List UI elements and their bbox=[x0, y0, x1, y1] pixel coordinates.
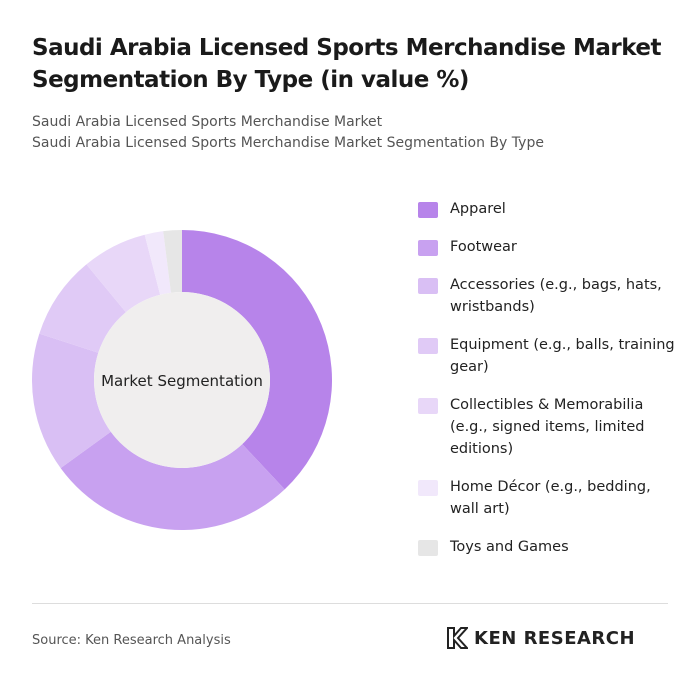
logo-text: KEN RESEARCH bbox=[474, 627, 636, 649]
logo: KEN RESEARCH bbox=[446, 626, 635, 650]
donut-segment bbox=[60, 431, 285, 530]
subtitle: Saudi Arabia Licensed Sports Merchandise… bbox=[32, 112, 544, 154]
source: Source: Ken Research Analysis bbox=[32, 633, 231, 648]
legend-label: Apparel bbox=[450, 201, 506, 217]
legend-swatch bbox=[418, 398, 438, 414]
donut-segment bbox=[86, 234, 161, 313]
donut-segment bbox=[182, 230, 333, 490]
legend-item: Apparel bbox=[418, 198, 678, 220]
donut-chart: Market Segmentation bbox=[32, 230, 333, 530]
legend-item: Footwear bbox=[418, 236, 678, 258]
center-label: Market Segmentation bbox=[101, 372, 263, 390]
divider bbox=[32, 603, 668, 604]
legend-swatch bbox=[418, 278, 438, 294]
donut-hole bbox=[94, 292, 270, 468]
legend-item: Home Décor (e.g., bedding, wall art) bbox=[418, 476, 678, 520]
legend-label: Toys and Games bbox=[450, 539, 569, 555]
legend-label: Collectibles & Memorabilia (e.g., signed… bbox=[450, 397, 645, 457]
subtitle-line: Saudi Arabia Licensed Sports Merchandise… bbox=[32, 135, 544, 151]
legend-item: Accessories (e.g., bags, hats, wristband… bbox=[418, 274, 678, 318]
legend-label: Equipment (e.g., balls, training gear) bbox=[450, 337, 675, 375]
legend-item: Toys and Games bbox=[418, 536, 678, 558]
legend-swatch bbox=[418, 338, 438, 354]
chart-title: Saudi Arabia Licensed Sports Merchandise… bbox=[32, 35, 662, 93]
subtitle-line: Saudi Arabia Licensed Sports Merchandise… bbox=[32, 114, 383, 130]
donut-segment bbox=[144, 231, 171, 295]
legend: Apparel Footwear Accessories (e.g., bags, … bbox=[418, 198, 678, 574]
legend-item: Equipment (e.g., balls, training gear) bbox=[418, 334, 678, 378]
legend-swatch bbox=[418, 540, 438, 556]
donut-segment bbox=[32, 333, 111, 469]
legend-swatch bbox=[418, 202, 438, 218]
legend-label: Accessories (e.g., bags, hats, wristband… bbox=[450, 277, 662, 315]
logo-icon bbox=[447, 627, 468, 649]
donut-segment bbox=[163, 230, 182, 293]
donut-segment bbox=[39, 264, 126, 353]
legend-label: Home Décor (e.g., bedding, wall art) bbox=[450, 479, 651, 517]
legend-label: Footwear bbox=[450, 239, 517, 255]
legend-swatch bbox=[418, 480, 438, 496]
legend-swatch bbox=[418, 240, 438, 256]
legend-item: Collectibles & Memorabilia (e.g., signed… bbox=[418, 394, 678, 460]
